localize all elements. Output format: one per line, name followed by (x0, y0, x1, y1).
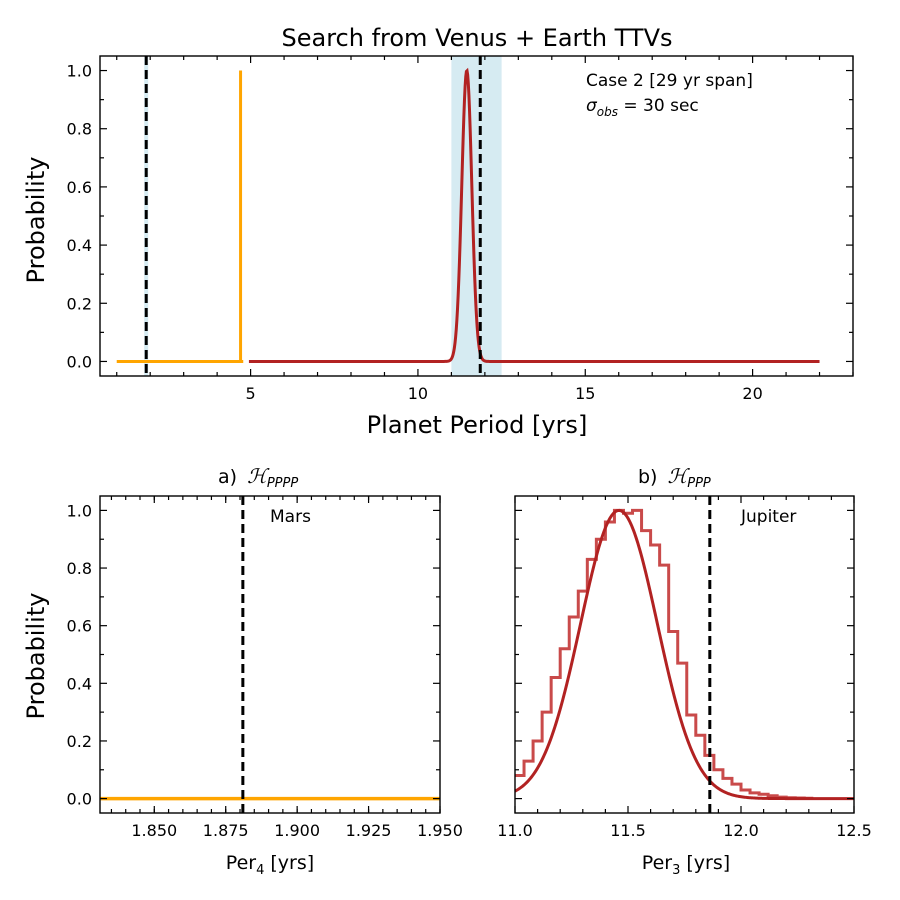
sigma-annotation: σobs = 30 sec (586, 96, 699, 119)
top-chart-title: Search from Venus + Earth TTVs (282, 24, 673, 52)
top-panel: Search from Venus + Earth TTVs 5 10 15 20 0.… (22, 24, 854, 439)
x-tick-label: 11.5 (610, 821, 646, 840)
case-annotation: Case 2 [29 yr span] (586, 71, 753, 91)
y-tick-label: 0.0 (67, 790, 92, 809)
top-plot-area: 5 10 15 20 0.0 0.2 0.4 0.6 0.8 1.0 (67, 55, 854, 403)
panel-a-title: a) ℋPPPP (218, 464, 298, 491)
x-tick-label: 12.0 (723, 821, 759, 840)
panel-b-title: b) ℋPPP (638, 464, 711, 491)
panel-a: a) ℋPPPP 1.850 1.875 1.900 1.925 1.950 0.0 0.2 0… (22, 464, 463, 878)
panel-a-x-axis-label: Per4 [yrs] (226, 852, 314, 878)
x-tick-label: 1.900 (274, 821, 320, 840)
panel-a-plot-area: 1.850 1.875 1.900 1.925 1.950 0.0 0.2 0.4 0.6 0.8… (67, 495, 463, 840)
x-tick-label: 5 (246, 384, 256, 403)
top-y-axis-label: Probability (22, 157, 50, 284)
orange-series-line (116, 70, 244, 363)
panel-b-frame (514, 495, 855, 814)
y-tick-label: 0.2 (67, 732, 92, 751)
x-tick-label: 1.950 (417, 821, 463, 840)
x-tick-label: 1.850 (131, 821, 177, 840)
x-tick-label: 1.875 (203, 821, 249, 840)
y-tick-label: 0.2 (67, 294, 92, 313)
mars-label: Mars (270, 507, 311, 527)
y-tick-label: 1.0 (67, 62, 92, 81)
x-tick-label: 10 (408, 384, 428, 403)
x-tick-label: 11.0 (497, 821, 533, 840)
x-tick-label: 12.5 (836, 821, 872, 840)
x-tick-label: 15 (575, 384, 595, 403)
y-tick-label: 0.0 (67, 352, 92, 371)
y-tick-label: 0.4 (67, 236, 92, 255)
panel-b-x-axis-label: Per3 [yrs] (642, 852, 730, 878)
panel-a-frame (99, 495, 441, 814)
panel-b-plot-area: 11.0 11.5 12.0 12.5 (497, 495, 872, 840)
panel-a-y-axis-label: Probability (22, 593, 50, 720)
jupiter-label: Jupiter (740, 507, 796, 527)
gaussian-fit-line (514, 508, 854, 801)
y-tick-label: 0.8 (67, 559, 92, 578)
histogram-steps (515, 508, 814, 800)
y-tick-label: 0.4 (67, 674, 92, 693)
y-tick-label: 0.6 (67, 617, 92, 636)
y-tick-label: 1.0 (67, 501, 92, 520)
top-x-axis-label: Planet Period [yrs] (367, 411, 588, 439)
y-tick-label: 0.6 (67, 178, 92, 197)
red-series-line (248, 67, 820, 363)
x-tick-label: 1.925 (346, 821, 392, 840)
x-tick-label: 20 (742, 384, 762, 403)
panel-b: b) ℋPPP 11.0 11.5 12.0 12.5 Per3 [yrs] Jupit… (497, 464, 872, 878)
y-tick-label: 0.8 (67, 120, 92, 139)
